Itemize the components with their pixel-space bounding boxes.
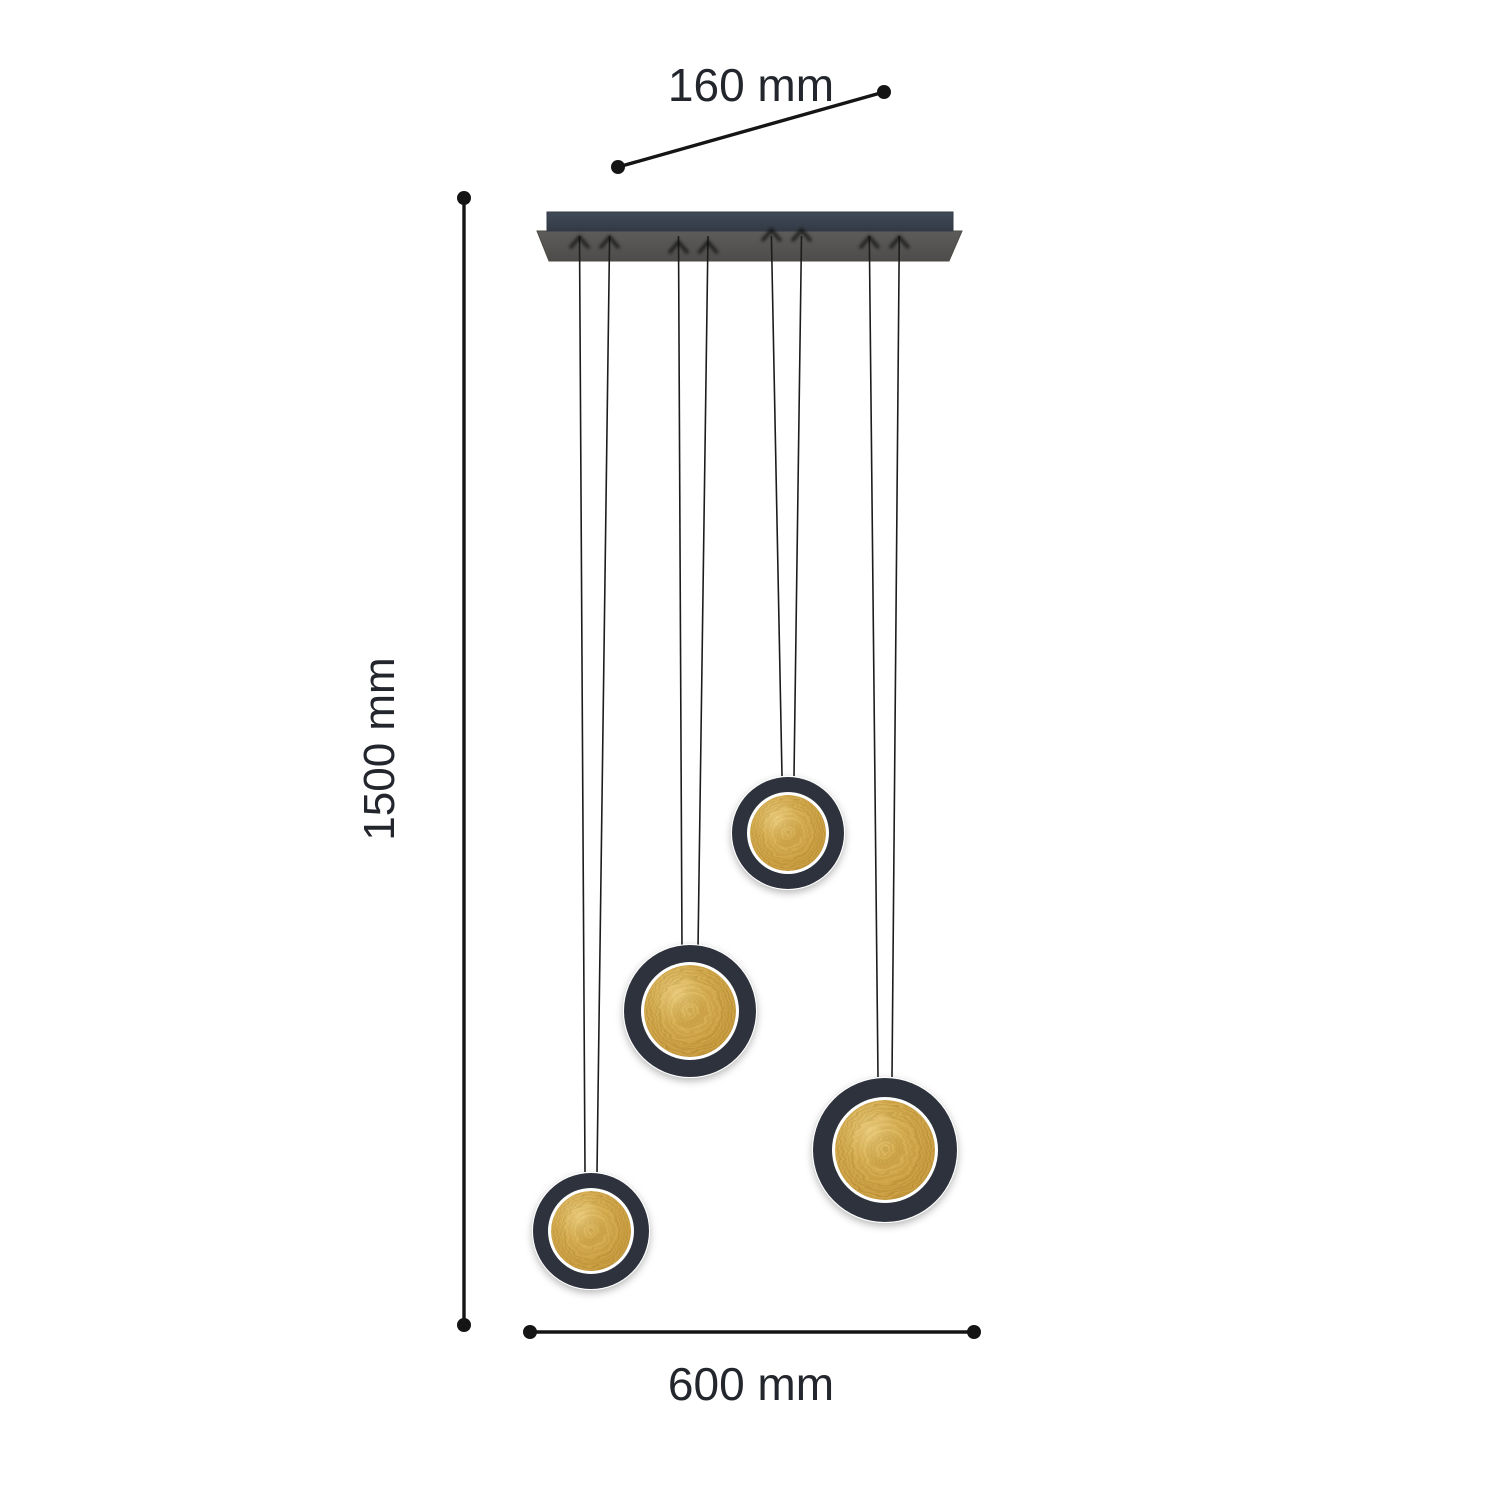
svg-text:1500 mm: 1500 mm bbox=[355, 657, 404, 840]
svg-text:600 mm: 600 mm bbox=[668, 1358, 834, 1410]
svg-text:160 mm: 160 mm bbox=[668, 59, 834, 111]
